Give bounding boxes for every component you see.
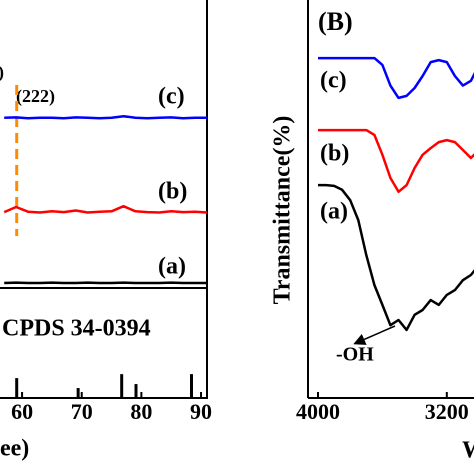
x-tick-label: 60 [11, 399, 33, 424]
x-axis-label: ee) [0, 436, 29, 462]
legend-label: (a) [320, 199, 348, 225]
x-tick-label: 80 [130, 399, 152, 424]
series-line [4, 114, 207, 120]
x-axis-label: W [462, 438, 474, 464]
legend-label: (c) [158, 84, 185, 110]
y-axis-label: Transmittance(%) [270, 116, 296, 305]
arrow [353, 325, 396, 345]
annotation: -OH [336, 344, 374, 366]
x-tick-label: 4000 [296, 399, 340, 424]
series-line [318, 128, 474, 194]
legend-label: (b) [320, 141, 349, 167]
series-line [318, 183, 474, 332]
annotation: CPDS 34-0394 [2, 316, 151, 342]
x-tick-label: 3200 [425, 399, 469, 424]
legend-label: (c) [320, 68, 347, 94]
panel-label: (B) [318, 7, 353, 36]
series-line [318, 56, 474, 100]
x-tick-label: 90 [190, 399, 212, 424]
annotation: (222) [16, 86, 55, 107]
legend-label: (a) [158, 254, 186, 280]
series-line [3, 204, 208, 214]
annotation: ) [0, 62, 4, 83]
x-tick-label: 70 [71, 399, 93, 424]
legend-label: (b) [158, 179, 187, 205]
